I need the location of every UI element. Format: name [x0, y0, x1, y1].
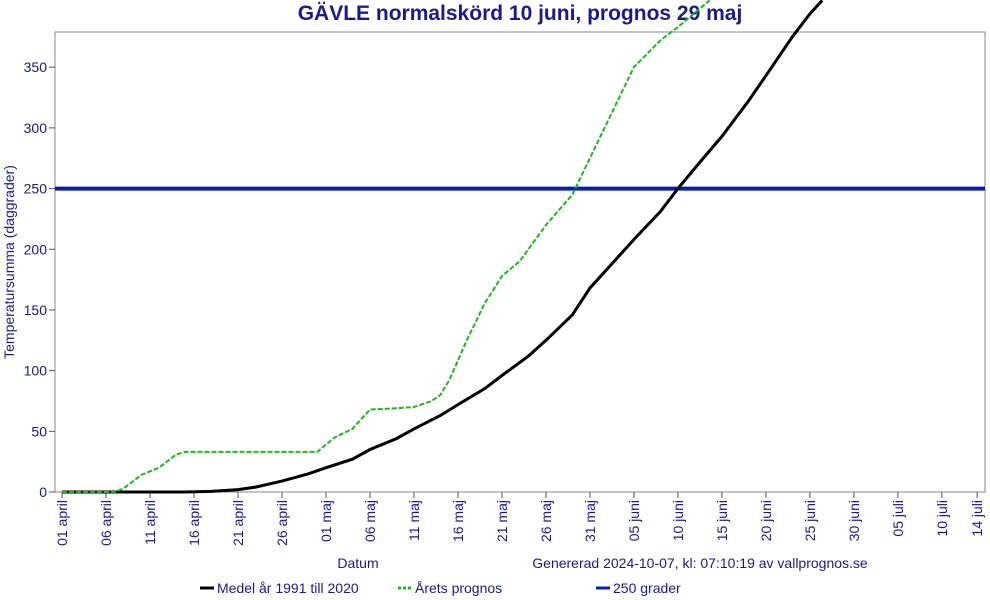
y-tick-label: 200: [24, 241, 48, 257]
y-tick-label: 50: [31, 423, 47, 439]
y-tick-label: 250: [24, 181, 48, 197]
chart-title: GÄVLE normalskörd 10 juni, prognos 29 ma…: [298, 2, 743, 25]
x-tick-label: 10 juli: [934, 500, 950, 537]
plot-frame: [54, 31, 986, 493]
x-tick-label: 21 april: [230, 500, 246, 546]
x-tick-label: 30 juni: [846, 500, 862, 541]
x-tick-label: 31 maj: [582, 500, 598, 542]
y-tick-label: 150: [24, 302, 48, 318]
x-tick-label: 01 maj: [318, 500, 334, 542]
legend-label: 250 grader: [613, 580, 681, 596]
series-line: [62, 0, 711, 493]
x-tick-label: 10 juni: [670, 500, 686, 541]
y-tick-label: 0: [39, 484, 47, 500]
x-tick-label: 06 april: [98, 500, 114, 546]
x-tick-label: 26 maj: [538, 500, 554, 542]
x-tick-label: 15 juni: [714, 500, 730, 541]
x-tick-label: 06 maj: [362, 500, 378, 542]
y-axis-label: Temperatursumma (daggrader): [1, 165, 17, 359]
x-tick-label: 11 april: [142, 500, 158, 545]
y-tick-label: 350: [24, 59, 48, 75]
y-tick-label: 300: [24, 120, 48, 136]
y-tick-label: 100: [24, 363, 48, 379]
note: Genererad 2024-10-07, kl: 07:10:19 av va…: [532, 555, 868, 571]
x-tick-label: 01 april: [54, 500, 70, 546]
series-line: [62, 0, 824, 494]
x-tick-label: 26 april: [274, 500, 290, 546]
x-tick-label: 16 maj: [450, 500, 466, 542]
legend-label: Medel år 1991 till 2020: [217, 580, 359, 596]
x-tick-label: 21 maj: [494, 500, 510, 542]
x-tick-label: 05 juni: [626, 500, 642, 541]
x-axis-label: Datum: [337, 555, 378, 571]
legend-label: Årets prognos: [415, 580, 502, 596]
x-tick-label: 11 maj: [406, 500, 422, 541]
x-tick-label: 05 juli: [890, 500, 906, 537]
x-tick-label: 25 juni: [802, 500, 818, 541]
x-tick-label: 20 juni: [758, 500, 774, 541]
x-tick-label: 16 april: [186, 500, 202, 546]
x-tick-label: 14 juli: [969, 500, 985, 537]
